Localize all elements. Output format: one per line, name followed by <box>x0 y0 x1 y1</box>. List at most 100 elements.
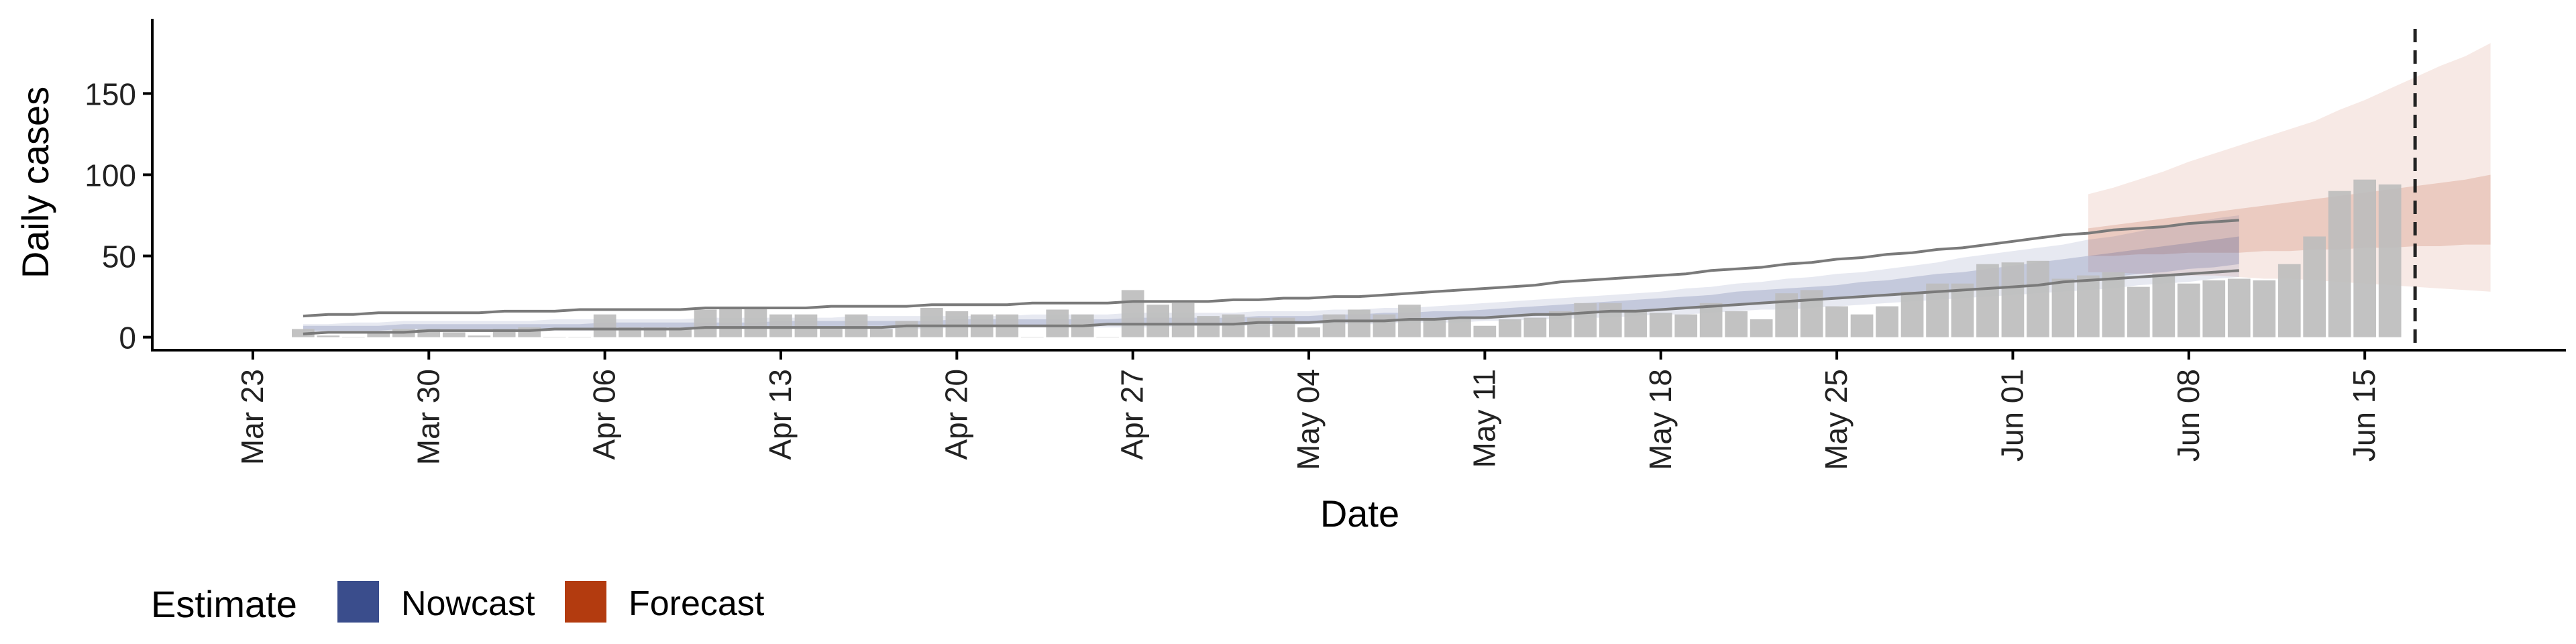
case-bar <box>2077 275 2100 337</box>
case-bar <box>317 335 340 337</box>
case-bar <box>2001 262 2025 337</box>
y-tick-label: 150 <box>85 76 136 111</box>
case-bar <box>1900 291 1924 337</box>
case-bar <box>744 308 767 337</box>
x-tick-label: Jun 08 <box>2171 369 2206 462</box>
case-bar <box>1020 337 1044 338</box>
case-bar <box>1876 306 1898 337</box>
legend-label-forecast: Forecast <box>629 584 765 623</box>
y-tick-label: 0 <box>119 321 136 356</box>
case-bar <box>2227 278 2251 337</box>
x-tick-label: May 18 <box>1643 369 1678 470</box>
case-bar <box>1197 316 1220 337</box>
case-bar <box>1473 325 1497 337</box>
x-ticks-group: Mar 23 Mar 30 Apr 06 Apr 13 Apr 20 Apr 27 May … <box>235 350 2381 470</box>
case-bar <box>1951 283 1974 337</box>
x-tick-label: Mar 30 <box>411 369 445 465</box>
y-tick-label: 50 <box>102 239 136 274</box>
legend-title: Estimate <box>151 583 297 625</box>
case-bar <box>1825 306 1848 337</box>
legend-swatch-forecast <box>565 581 606 623</box>
case-bar <box>543 337 566 338</box>
case-bar <box>342 337 365 338</box>
nowcast-inner-band <box>303 236 2239 331</box>
case-bar <box>1373 314 1396 337</box>
x-tick-label: May 04 <box>1291 369 1326 470</box>
case-bar <box>920 308 943 337</box>
y-ticks-group: 0 50 100 150 <box>85 76 152 356</box>
case-bar <box>1272 317 1295 337</box>
case-bar <box>2051 278 2075 337</box>
case-bar <box>1222 314 1245 337</box>
x-tick-label: Apr 06 <box>587 369 622 460</box>
case-bar <box>1523 317 1547 337</box>
case-bar <box>1348 309 1371 337</box>
case-bar <box>2378 184 2402 337</box>
case-bar <box>2303 236 2326 337</box>
case-bar <box>2177 283 2200 337</box>
case-bar <box>1096 337 1119 338</box>
case-bar <box>1247 317 1270 337</box>
y-tick-label: 100 <box>85 158 136 193</box>
case-bar <box>1046 309 1069 337</box>
case-bar <box>2127 286 2150 337</box>
nowcast-band-group <box>303 215 2239 333</box>
case-bar <box>2253 280 2276 337</box>
case-bar <box>870 329 893 337</box>
case-bar <box>1976 264 1999 337</box>
case-bar <box>1750 319 1773 337</box>
case-bar <box>1146 305 1169 337</box>
case-bar <box>1624 309 1648 337</box>
case-bar <box>1574 303 1597 337</box>
x-tick-label: May 11 <box>1466 369 1501 468</box>
legend: Estimate Nowcast Forecast <box>151 581 765 625</box>
case-bar <box>769 314 792 337</box>
case-bar <box>2277 264 2301 337</box>
x-tick-label: Apr 20 <box>938 369 973 460</box>
x-tick-label: May 25 <box>1819 369 1854 470</box>
nowcast-lower-line <box>303 269 2239 335</box>
legend-swatch-nowcast <box>337 581 379 623</box>
case-bar <box>1423 317 1446 337</box>
case-bar <box>895 321 918 337</box>
case-bar <box>442 332 466 337</box>
case-bar <box>1674 314 1698 337</box>
x-tick-label: Mar 23 <box>235 369 270 465</box>
case-bar <box>845 314 868 337</box>
case-bar <box>945 311 969 337</box>
case-bar <box>2353 179 2376 337</box>
case-bar <box>1725 311 1748 337</box>
x-tick-label: Apr 27 <box>1115 369 1150 460</box>
case-bar <box>593 314 616 337</box>
case-bar <box>1448 319 1471 337</box>
case-bar <box>2102 272 2125 337</box>
case-bar <box>1322 314 1346 337</box>
bars-group <box>292 179 2402 338</box>
case-bar <box>568 337 591 338</box>
axes-group <box>151 19 2566 352</box>
x-axis-title: Date <box>1320 492 1399 535</box>
case-bar <box>1499 319 1521 337</box>
case-bar <box>794 314 818 337</box>
nowcast-upper-line <box>303 219 2239 318</box>
case-bar <box>2027 260 2049 337</box>
case-bar <box>367 332 390 337</box>
case-bar <box>1800 290 1823 337</box>
case-bar <box>2328 191 2351 337</box>
x-tick-label: Jun 15 <box>2347 369 2381 462</box>
outer-lines-group <box>303 219 2239 335</box>
case-bar <box>694 309 717 337</box>
case-bar <box>1649 313 1672 337</box>
case-bar <box>820 329 843 337</box>
case-bar <box>1850 314 1874 337</box>
case-bar <box>719 308 742 337</box>
case-bar <box>1121 290 1144 337</box>
case-bar <box>2202 280 2226 337</box>
legend-label-nowcast: Nowcast <box>401 584 535 623</box>
case-bar <box>468 335 491 337</box>
case-bar <box>1599 303 1622 337</box>
y-axis-title: Daily cases <box>14 87 56 278</box>
x-tick-label: Jun 01 <box>1995 369 2030 462</box>
